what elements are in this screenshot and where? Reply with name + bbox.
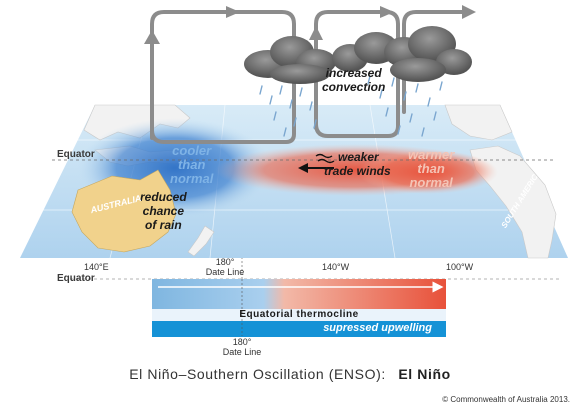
warmer-line-3: normal	[409, 175, 453, 190]
thermocline-band	[152, 309, 446, 321]
section-dateline-label: 180° Date Line	[222, 338, 262, 357]
weaker-line-1: weaker	[338, 150, 379, 164]
warm-anomaly-core	[358, 150, 498, 194]
section-ocean-surface	[152, 279, 446, 309]
reduced-chance-of-rain-label: reduced chance of rain	[140, 190, 187, 232]
longitude-140w: 140°W	[322, 262, 350, 272]
section-dateline-value: 180°	[232, 337, 252, 347]
copyright-notice: © Commonwealth of Australia 2013.	[442, 395, 570, 404]
caption-phase: El Niño	[398, 366, 451, 382]
longitude-180: 180° Date Line	[205, 258, 245, 277]
cooler-line-1: cooler	[172, 143, 212, 158]
equator-label: Equator	[57, 149, 95, 160]
increased-convection-line-2: convection	[322, 80, 386, 94]
increased-convection-line-1: increased	[325, 66, 382, 80]
caption-prefix: El Niño–Southern Oscillation (ENSO):	[129, 366, 386, 382]
warmer-than-normal-label: warmer than normal	[408, 148, 454, 190]
cooler-line-2: than	[177, 157, 206, 172]
longitude-140e: 140°E	[84, 262, 109, 272]
weaker-line-2: trade winds	[324, 164, 391, 178]
section-dateline-sub: Date Line	[222, 347, 262, 357]
cloud-icon	[244, 26, 472, 84]
warmer-line-1: warmer	[408, 147, 455, 162]
circulation-arrow-icon	[150, 10, 464, 144]
figure-caption: El Niño–Southern Oscillation (ENSO): El …	[0, 367, 580, 381]
north-america-landmass	[444, 104, 513, 141]
thermocline-label: Equatorial thermocline	[239, 309, 359, 320]
longitude-180-sub: Date Line	[205, 267, 245, 277]
trade-wind-arrow-icon	[298, 153, 335, 173]
longitude-180-value: 180°	[215, 257, 235, 267]
cooler-than-normal-label: cooler than normal	[170, 144, 213, 186]
weaker-trade-winds-label: weaker trade winds	[324, 150, 391, 178]
reduced-rain-line-2: chance	[142, 204, 185, 218]
new-zealand-landmass	[187, 225, 215, 257]
australia-landmass	[71, 169, 177, 253]
section-equator-label: Equator	[57, 273, 95, 284]
increased-convection-label: increased convection	[322, 66, 385, 94]
rain-icon	[259, 75, 443, 137]
warmer-line-2: than	[417, 161, 445, 176]
reduced-rain-line-3: of rain	[145, 218, 182, 232]
cooler-line-3: normal	[170, 171, 214, 186]
circulation-arrowheads	[144, 5, 476, 44]
reduced-rain-line-1: reduced	[140, 190, 187, 204]
suppressed-upwelling-label: supressed upwelling	[323, 322, 432, 334]
upwelling-bar	[152, 321, 446, 337]
longitude-100w: 100°W	[446, 262, 474, 272]
